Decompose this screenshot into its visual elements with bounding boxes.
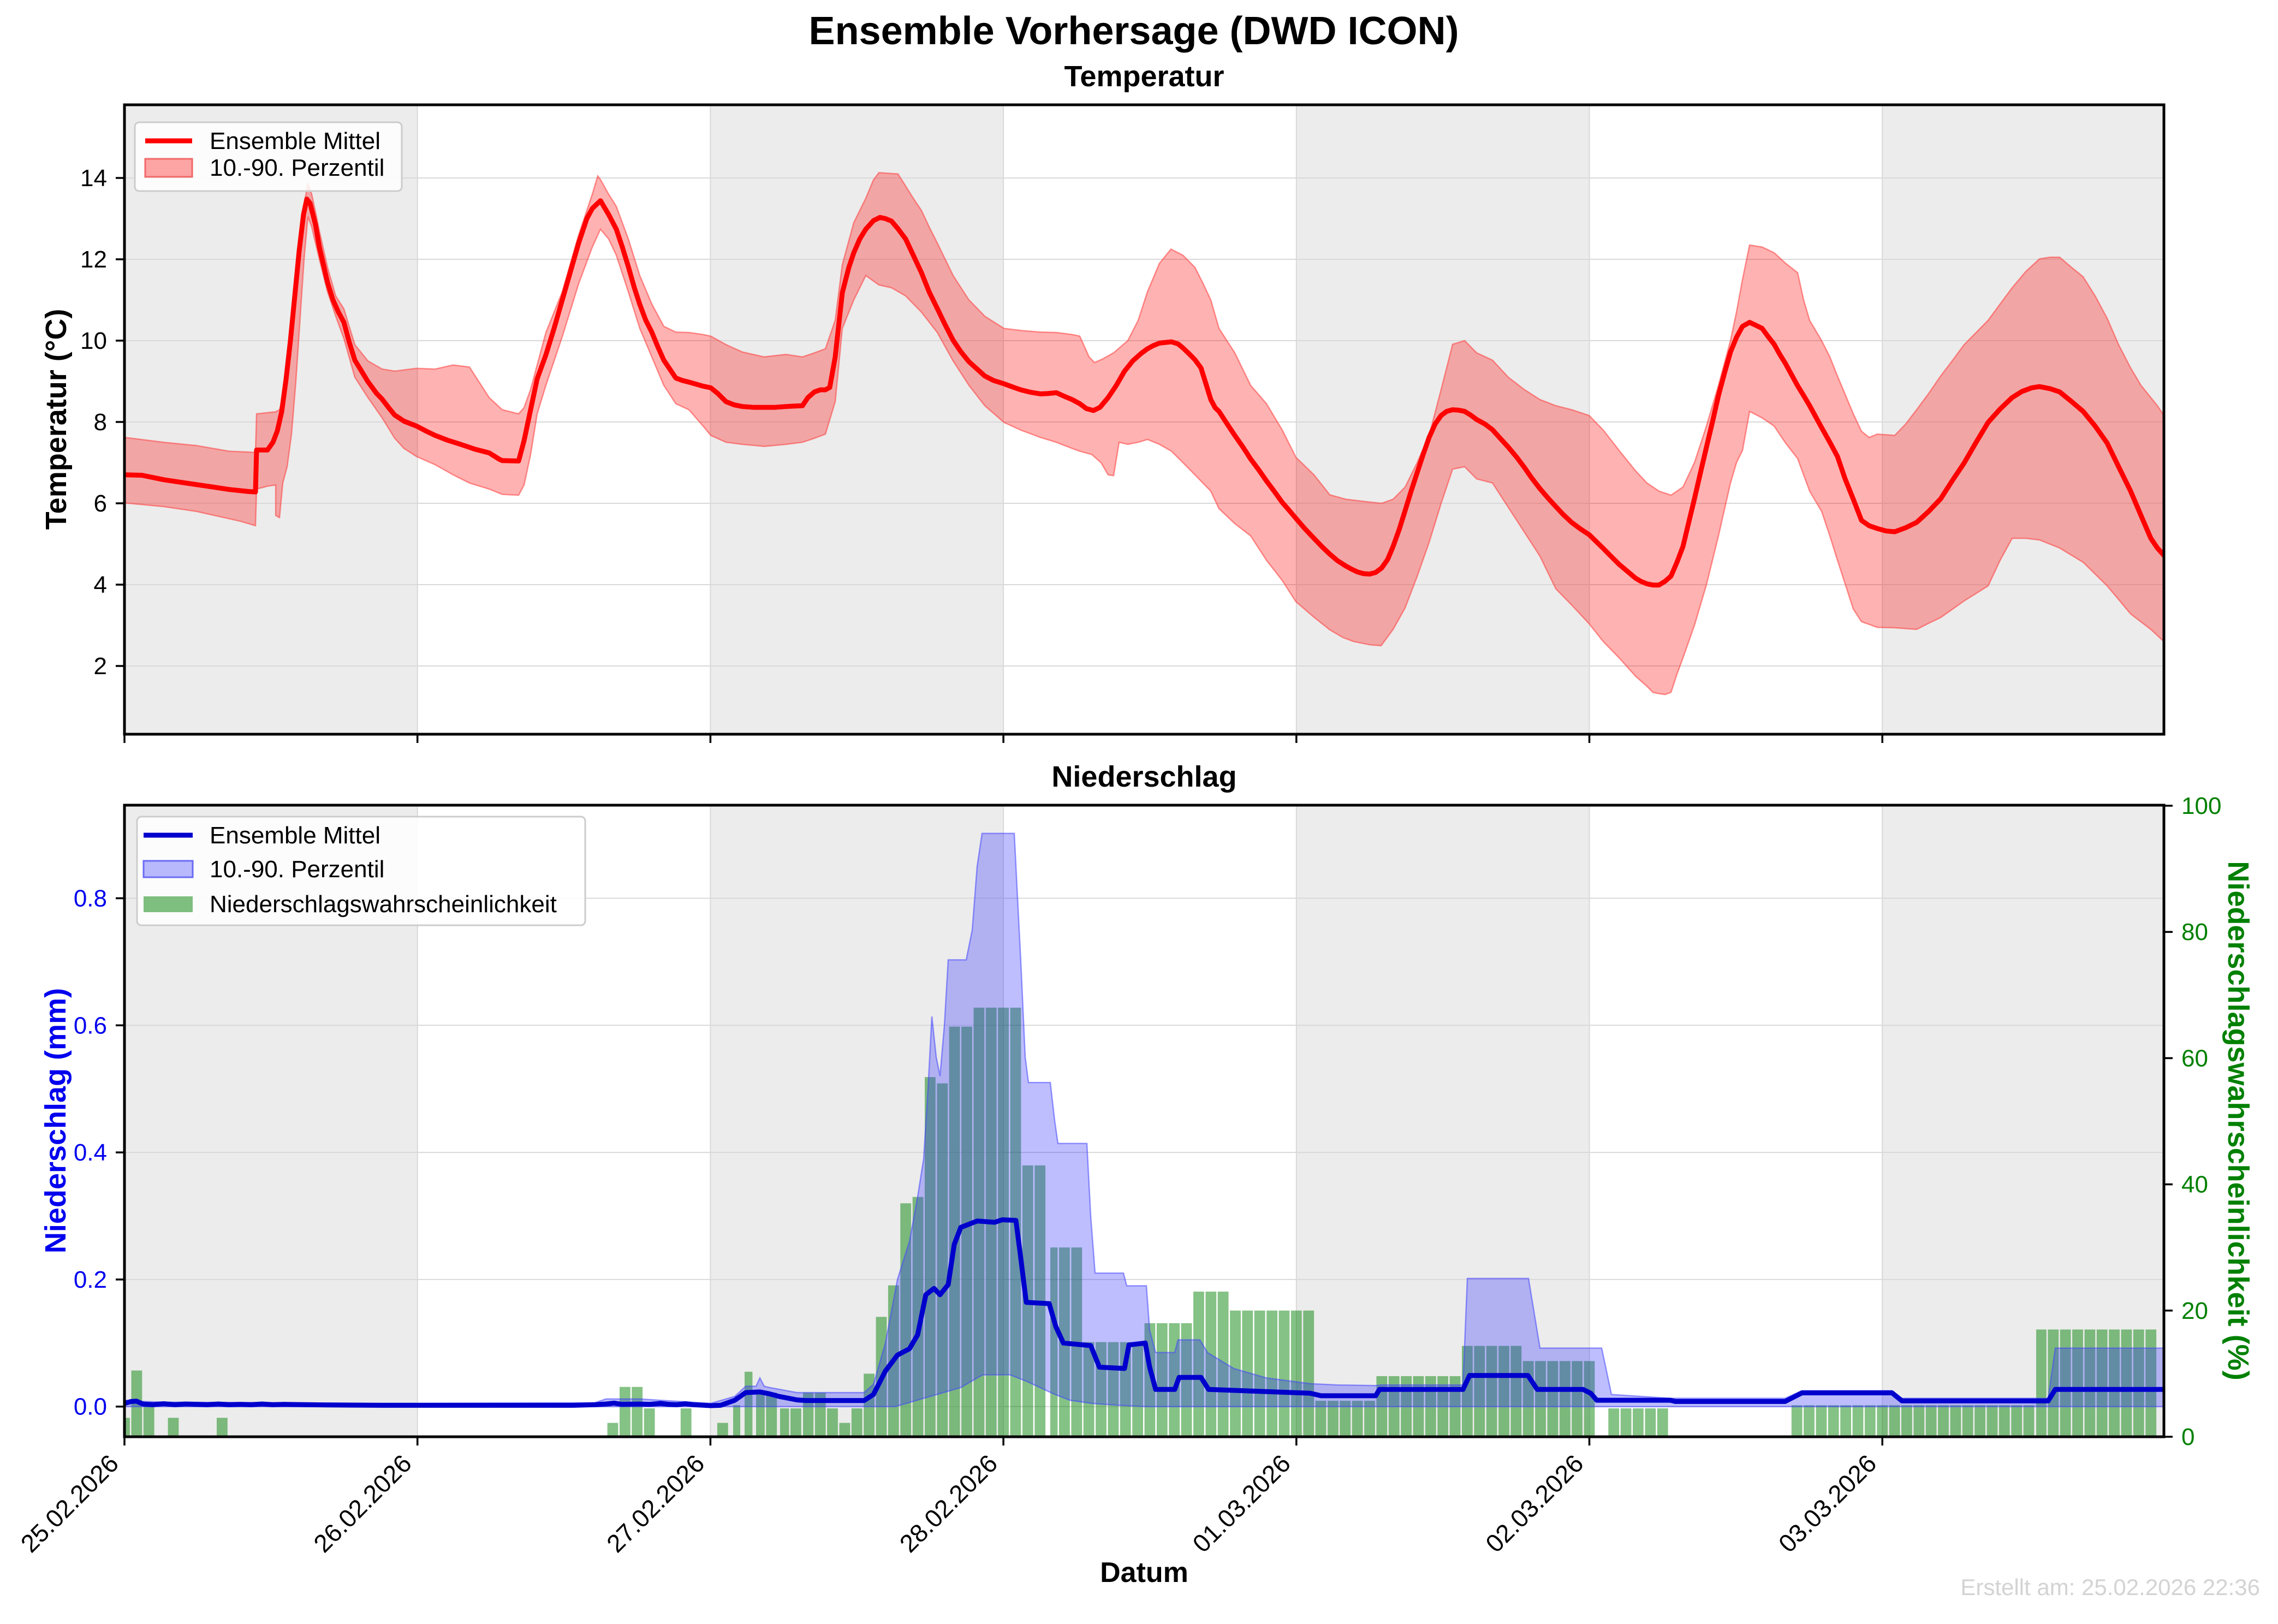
svg-text:Ensemble Mittel: Ensemble Mittel [210, 822, 380, 849]
svg-text:10.-90. Perzentil: 10.-90. Perzentil [210, 856, 384, 883]
svg-text:Temperatur: Temperatur [1064, 60, 1224, 93]
svg-text:Ensemble Mittel: Ensemble Mittel [210, 128, 380, 154]
svg-text:6: 6 [94, 490, 107, 517]
svg-text:10: 10 [80, 328, 107, 354]
svg-text:0.6: 0.6 [74, 1012, 107, 1039]
svg-text:0.8: 0.8 [74, 885, 107, 912]
svg-text:Temperatur (°C): Temperatur (°C) [40, 309, 73, 530]
svg-text:0: 0 [2181, 1424, 2194, 1450]
svg-text:0.2: 0.2 [74, 1266, 107, 1293]
svg-text:Niederschlagswahrscheinlichkei: Niederschlagswahrscheinlichkeit (%) [2222, 861, 2255, 1380]
svg-text:20: 20 [2181, 1298, 2208, 1324]
svg-text:10.-90. Perzentil: 10.-90. Perzentil [210, 154, 384, 181]
svg-text:0.0: 0.0 [74, 1394, 107, 1420]
svg-text:Niederschlag: Niederschlag [1051, 760, 1236, 793]
svg-text:12: 12 [80, 246, 107, 273]
svg-text:0.4: 0.4 [74, 1139, 107, 1166]
svg-text:Erstellt am: 25.02.2026 22:36: Erstellt am: 25.02.2026 22:36 [1960, 1574, 2260, 1600]
svg-text:4: 4 [94, 572, 107, 598]
svg-text:40: 40 [2181, 1171, 2208, 1198]
svg-text:2: 2 [94, 653, 107, 680]
svg-text:Ensemble Vorhersage (DWD ICON): Ensemble Vorhersage (DWD ICON) [809, 9, 1459, 53]
svg-text:14: 14 [80, 165, 107, 192]
svg-text:Niederschlag (mm): Niederschlag (mm) [39, 988, 72, 1253]
svg-text:100: 100 [2181, 793, 2221, 819]
svg-text:8: 8 [94, 409, 107, 436]
svg-text:Datum: Datum [1100, 1557, 1188, 1589]
svg-text:80: 80 [2181, 919, 2208, 945]
svg-text:60: 60 [2181, 1045, 2208, 1072]
svg-text:Niederschlagswahrscheinlichkei: Niederschlagswahrscheinlichkeit [210, 891, 557, 918]
